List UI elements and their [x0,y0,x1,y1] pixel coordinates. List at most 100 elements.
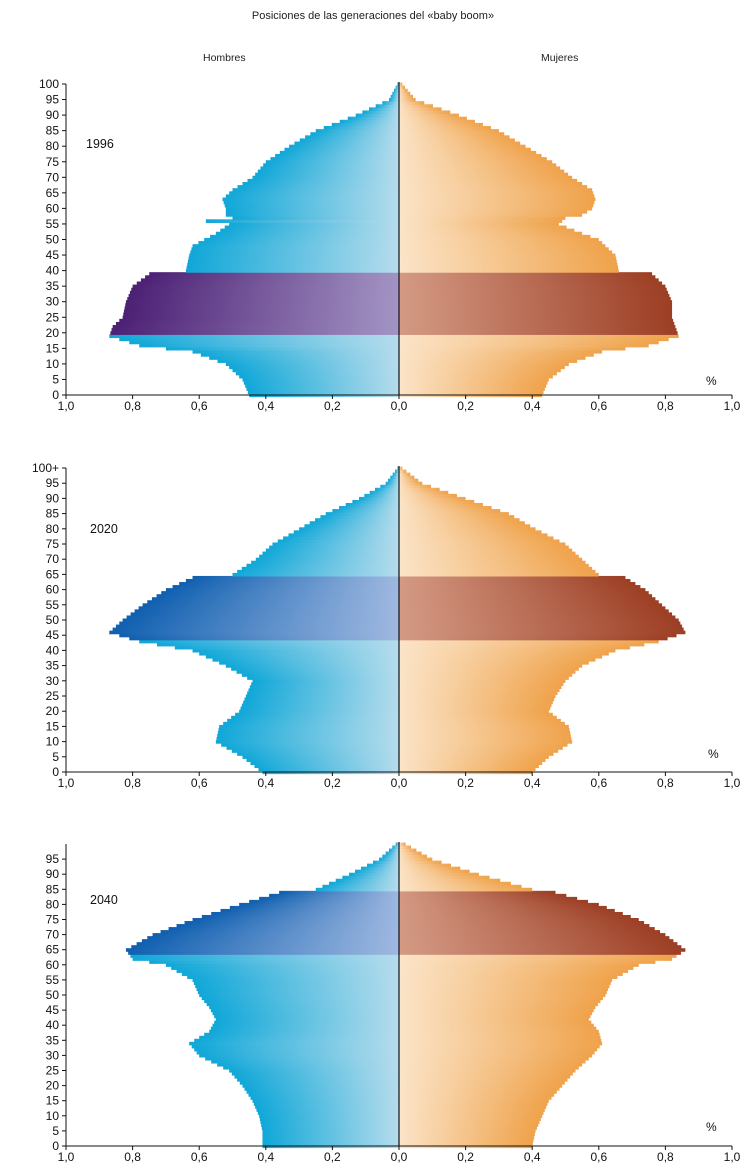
men-bar-age-86 [323,126,399,130]
women-bar-age-56 [399,975,618,979]
women-bar-age-13 [399,730,571,735]
men-bar-age-64 [192,575,399,580]
men-bar-age-32 [128,293,399,298]
men-bar-age-5 [262,1129,399,1133]
women-bar-age-63 [399,954,677,958]
women-bar-age-21 [399,1081,565,1085]
men-bar-age-68 [141,939,400,943]
age-tick-label: 15 [46,1094,60,1108]
x-tick-label: 0,6 [191,1150,208,1164]
x-tick-label: 0,4 [524,399,541,413]
women-bar-age-30 [399,300,673,304]
women-bar-age-69 [399,178,578,183]
women-bar-age-9 [399,1117,541,1121]
men-bar-age-96 [382,854,399,859]
women-bar-age-65 [399,948,686,952]
age-tick-label: 45 [46,248,60,262]
men-bar-age-75 [272,542,399,547]
men-bar-age-98 [392,472,399,477]
women-bar-age-53 [399,609,669,613]
women-bar-age-65 [399,572,599,577]
women-bar-age-52 [399,987,609,992]
women-bar-age-79 [399,147,531,152]
men-bar-age-92 [369,490,399,495]
age-tick-label: 5 [52,1124,59,1138]
men-bar-age-61 [224,203,399,208]
women-bar-age-52 [399,231,583,236]
men-bar-age-34 [131,287,399,292]
women-bar-age-43 [399,259,617,264]
women-bar-age-20 [399,331,678,335]
men-bar-age-80 [239,902,399,907]
men-bar-age-97 [385,851,399,856]
women-bar-age-59 [399,209,588,214]
men-bar-age-20 [110,331,400,335]
women-bar-age-81 [399,141,521,146]
women-bar-age-73 [399,548,573,553]
women-bar-age-22 [399,703,552,708]
women-bar-age-94 [399,860,442,865]
women-bar-age-81 [399,524,531,528]
women-bar-age-78 [399,908,615,913]
women-bar-age-25 [399,1069,576,1073]
women-bar-age-77 [399,911,623,916]
men-bar-age-23 [243,700,399,705]
men-bar-age-58 [176,969,399,973]
men-bar-age-62 [132,957,399,961]
x-tick-label: 1,0 [724,1150,741,1164]
women-bar-age-16 [399,721,565,726]
men-bar-age-52 [130,612,399,617]
men-bar-age-27 [123,309,399,314]
men-bar-age-48 [204,999,399,1004]
women-bar-age-91 [399,493,457,498]
men-bar-age-8 [226,746,399,750]
men-bar-age-58 [156,594,399,598]
men-bar-age-68 [242,181,399,186]
men-bar-age-87 [331,122,399,127]
men-bar-age-32 [241,673,399,677]
women-bar-age-64 [399,194,595,199]
men-bar-age-70 [252,175,399,180]
men-bar-age-99 [395,85,399,90]
women-label: Mujeres [541,52,579,64]
women-bar-age-2 [399,1138,534,1143]
men-bar-age-27 [217,1062,399,1067]
women-bar-age-6 [399,374,553,379]
women-bar-age-65 [399,191,594,195]
women-bar-age-10 [399,1114,543,1118]
men-bar-age-78 [288,533,399,537]
age-tick-label: 10 [46,357,60,371]
women-bar-age-47 [399,1002,598,1007]
men-bar-age-47 [191,247,399,251]
women-bar-age-3 [399,1135,535,1140]
men-bar-age-40 [192,648,399,653]
age-tick-label: 65 [46,943,60,957]
women-bar-age-74 [399,921,645,925]
women-bar-age-50 [399,237,599,242]
men-bar-age-14 [192,349,399,354]
women-bar-age-19 [399,334,679,339]
women-bar-age-71 [399,554,579,559]
x-tick-label: 0,8 [657,776,674,790]
age-tick-label: 20 [46,704,60,718]
men-bar-age-45 [189,253,399,258]
women-bar-age-90 [399,113,459,118]
men-bar-age-33 [191,1044,399,1049]
men-bar-age-55 [229,222,399,227]
men-bar-age-3 [245,384,399,388]
women-bar-age-32 [399,293,670,298]
men-bar-age-73 [265,548,399,553]
men-bar-age-46 [209,1005,399,1010]
women-bar-age-20 [399,1084,563,1088]
men-bar-age-90 [359,496,399,501]
women-bar-age-51 [399,234,591,239]
men-bar-age-22 [112,325,400,329]
women-bar-age-78 [399,150,537,155]
men-bar-age-10 [259,1114,399,1118]
men-bar-age-4 [246,758,399,762]
women-bar-age-17 [399,1093,555,1097]
age-tick-label: 65 [46,186,60,200]
age-tick-label: 80 [46,897,60,911]
